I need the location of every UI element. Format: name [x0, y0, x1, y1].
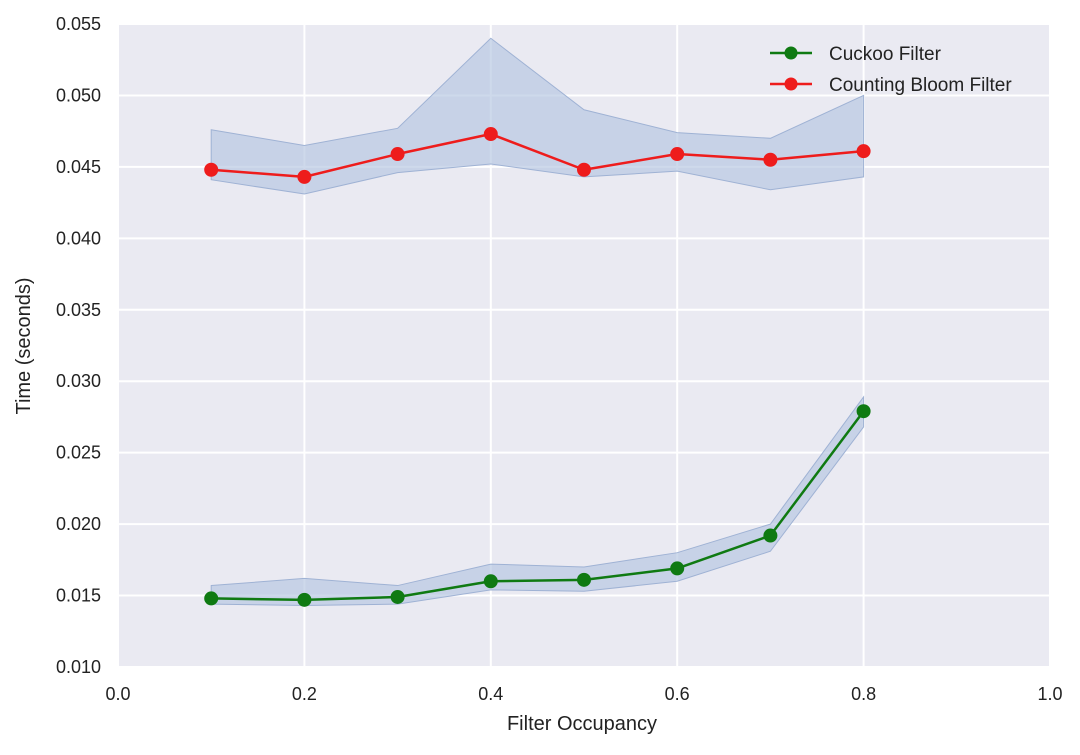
data-point-cuckoo-filter	[670, 561, 685, 576]
data-point-cuckoo-filter	[763, 528, 778, 543]
y-tick-label: 0.025	[56, 443, 101, 463]
x-tick-label: 0.8	[851, 684, 876, 704]
y-tick-label: 0.055	[56, 14, 101, 34]
y-tick-label: 0.040	[56, 228, 101, 248]
data-point-counting-bloom-filter	[390, 147, 405, 162]
data-point-counting-bloom-filter	[670, 147, 685, 162]
legend: Cuckoo Filter Counting Bloom Filter	[770, 44, 1012, 96]
legend-marker-counting-bloom-filter	[784, 77, 798, 91]
y-tick-label: 0.030	[56, 371, 101, 391]
y-tick-label: 0.035	[56, 300, 101, 320]
data-point-counting-bloom-filter	[856, 144, 871, 159]
series-lines	[211, 132, 865, 602]
series-line-cuckoo-filter	[211, 410, 865, 602]
x-tick-label: 0.6	[665, 684, 690, 704]
data-point-counting-bloom-filter	[483, 127, 498, 142]
data-point-cuckoo-filter	[390, 589, 405, 604]
x-tick-label: 0.2	[292, 684, 317, 704]
data-point-cuckoo-filter	[297, 592, 312, 607]
data-point-counting-bloom-filter	[297, 169, 312, 184]
x-axis-label: Filter Occupancy	[507, 713, 657, 735]
y-tick-label: 0.015	[56, 586, 101, 606]
series-markers	[204, 127, 871, 607]
y-tick-label: 0.050	[56, 85, 101, 105]
y-axis-label: Time (seconds)	[13, 277, 35, 414]
y-tick-label: 0.020	[56, 514, 101, 534]
data-point-cuckoo-filter	[204, 591, 219, 606]
data-point-counting-bloom-filter	[577, 162, 591, 177]
y-tick-label: 0.045	[56, 157, 101, 177]
data-point-cuckoo-filter	[856, 404, 871, 419]
y-tick-label: 0.010	[56, 657, 101, 677]
legend-label-cuckoo-filter: Cuckoo Filter	[829, 44, 942, 65]
confidence-band-cuckoo-filter	[210, 395, 865, 607]
tick-labels: 0.0 0.2 0.4 0.6 0.8 1.0 0.010 0.015 0.020 0.025 0.…	[56, 14, 1063, 704]
data-point-cuckoo-filter	[483, 574, 498, 589]
data-point-counting-bloom-filter	[204, 162, 219, 177]
x-tick-label: 0.0	[105, 684, 130, 704]
x-tick-label: 0.4	[478, 684, 503, 704]
series-line-counting-bloom-filter	[211, 132, 864, 179]
legend-label-counting-bloom-filter: Counting Bloom Filter	[829, 75, 1012, 96]
x-tick-label: 1.0	[1037, 684, 1062, 704]
legend-marker-cuckoo-filter	[784, 46, 798, 60]
data-point-cuckoo-filter	[577, 572, 591, 587]
data-point-counting-bloom-filter	[763, 152, 778, 167]
